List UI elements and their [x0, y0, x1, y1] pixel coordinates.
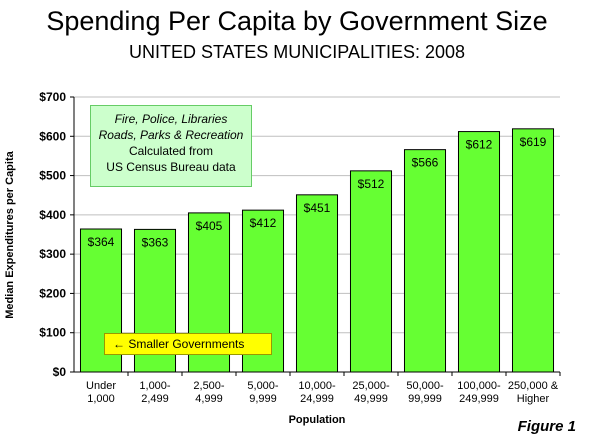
x-tick-label: 99,999: [408, 393, 442, 405]
value-label: $405: [196, 219, 223, 233]
bar: [403, 149, 447, 373]
bars: [79, 128, 555, 373]
x-tick-label: Under: [86, 380, 116, 392]
y-tick-label: $600: [39, 129, 66, 143]
smaller-governments-callout: ← Smaller Governments: [104, 333, 272, 355]
note-line-4: US Census Bureau data: [106, 160, 236, 174]
y-tick-label: $500: [39, 169, 66, 183]
note-line-3: Calculated from: [128, 144, 214, 158]
x-tick-label: 25,000-: [352, 380, 390, 392]
x-tick-label: 1,000-: [139, 380, 171, 392]
bar: [349, 170, 393, 373]
value-labels: $364 $363 $405 $412 $451 $512 $566 $612 $619: [88, 135, 547, 250]
y-tick-label: $700: [39, 90, 66, 104]
value-label: $363: [142, 235, 169, 249]
value-label: $566: [412, 156, 439, 170]
x-tick-label: 250,000 &: [508, 380, 559, 392]
figure-label: Figure 1: [517, 418, 576, 435]
value-label: $364: [88, 235, 115, 249]
bar: [511, 128, 555, 373]
x-tick-label: 2,500-: [193, 380, 225, 392]
y-tick-label: $200: [39, 286, 66, 300]
y-tick-labels: $0 $100 $200 $300 $400 $500 $600 $700: [39, 90, 66, 379]
value-label: $451: [304, 201, 331, 215]
x-tick-label: 2,499: [141, 393, 169, 405]
x-tick-label: 100,000-: [457, 380, 501, 392]
x-tick-label: 50,000-: [406, 380, 444, 392]
bar: [457, 131, 501, 373]
bar: [295, 194, 339, 373]
x-tick-label: 10,000-: [298, 380, 336, 392]
x-axis-label: Population: [288, 414, 346, 426]
x-tick-label: 249,999: [459, 393, 499, 405]
y-axis-label: Median Expenditures per Capita: [4, 151, 16, 319]
value-label: $612: [466, 138, 493, 152]
value-label: $412: [250, 216, 277, 230]
note-line-2: Roads, Parks & Recreation: [98, 128, 244, 142]
x-tick-label: 24,999: [300, 393, 334, 405]
x-tick-label: 49,999: [354, 393, 388, 405]
value-label: $619: [520, 135, 547, 149]
note-box: Fire, Police, Libraries Roads, Parks & R…: [90, 105, 252, 187]
x-tick-label: 4,999: [195, 393, 223, 405]
y-tick-label: $0: [53, 365, 67, 379]
axes: [70, 96, 561, 376]
x-tick-label: 1,000: [87, 393, 115, 405]
x-tick-label: 9,999: [249, 393, 277, 405]
note-line-1: Fire, Police, Libraries: [114, 112, 228, 126]
y-tick-label: $100: [39, 326, 66, 340]
x-tick-label: 5,000-: [247, 380, 279, 392]
y-tick-label: $300: [39, 247, 66, 261]
value-label: $512: [358, 177, 385, 191]
chart-title: Spending Per Capita by Government Size: [46, 6, 548, 36]
chart-subtitle: UNITED STATES MUNICIPALITIES: 2008: [128, 42, 466, 62]
x-tick-label: Higher: [517, 393, 550, 405]
y-tick-label: $400: [39, 208, 66, 222]
